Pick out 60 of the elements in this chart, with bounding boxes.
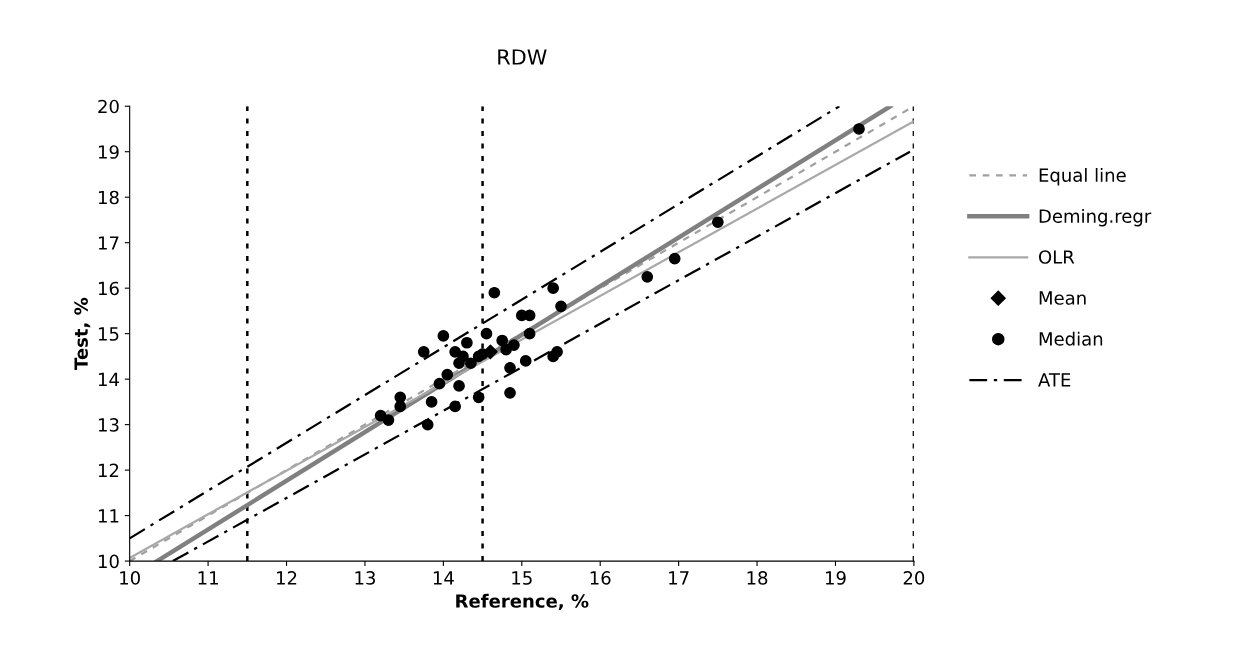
y-tick-label: 12 [98, 463, 119, 477]
x-axis-title: Reference, % [456, 593, 589, 611]
legend-label: Equal line [1039, 167, 1126, 186]
y-tick-label: 11 [98, 509, 119, 523]
point [394, 400, 407, 413]
point [488, 286, 501, 299]
y-tick-label: 20 [98, 99, 119, 114]
point [457, 350, 469, 363]
point [441, 368, 454, 381]
y-tick-label: 16 [98, 281, 119, 296]
point [853, 123, 865, 135]
point [551, 346, 563, 358]
x-tick-label: 17 [669, 571, 689, 585]
point [437, 330, 450, 342]
x-tick-label: 14 [433, 571, 454, 585]
point [453, 380, 465, 392]
point [711, 216, 724, 229]
point [425, 396, 438, 408]
y-tick-label: 10 [98, 554, 119, 569]
legend-label: OLR [1038, 250, 1075, 264]
point [382, 414, 395, 426]
y-axis-title: Test, % [74, 297, 91, 370]
point [472, 391, 485, 404]
chart-title: RDW [498, 49, 547, 65]
x-tick-label: 15 [512, 571, 532, 585]
point [508, 339, 520, 351]
point [449, 400, 461, 413]
x-tick-label: 10 [120, 571, 140, 585]
point [480, 327, 493, 340]
y-tick-label: 13 [98, 418, 119, 432]
legend-label: Mean [1039, 291, 1086, 305]
point [496, 334, 509, 347]
point [519, 355, 532, 367]
point [668, 252, 681, 265]
y-tick-label: 19 [98, 145, 119, 159]
y-tick-label: 15 [98, 327, 119, 341]
point [464, 357, 477, 370]
x-tick-label: 12 [277, 571, 297, 585]
point [417, 346, 430, 358]
y-tick-label: 18 [98, 190, 119, 205]
x-tick-label: 19 [825, 571, 846, 585]
x-tick-label: 20 [903, 571, 925, 585]
y-tick-label: 17 [98, 236, 119, 250]
point [461, 336, 473, 349]
legend-label: ATE [1038, 373, 1071, 387]
x-tick-label: 18 [747, 571, 768, 585]
point [504, 386, 516, 399]
point [504, 361, 516, 374]
x-tick-label: 16 [590, 571, 611, 585]
point [433, 377, 446, 390]
legend-label: Deming.regr [1039, 208, 1152, 227]
point [547, 282, 560, 295]
point [555, 300, 567, 313]
point [641, 270, 654, 283]
legend-label: Median [1039, 331, 1103, 346]
x-tick-label: 13 [355, 571, 375, 585]
x-tick-label: 11 [198, 571, 218, 585]
point [421, 418, 434, 431]
point [523, 327, 536, 340]
y-tick-label: 14 [98, 372, 119, 386]
